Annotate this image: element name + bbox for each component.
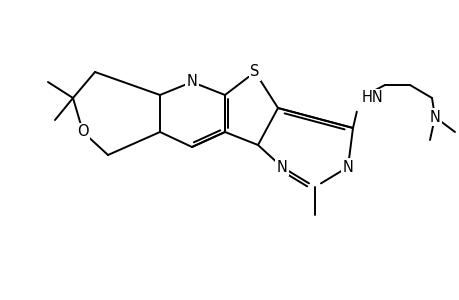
Text: N: N [276,160,287,175]
Text: HN: HN [361,91,383,106]
Text: N: N [429,110,439,124]
Text: O: O [77,124,89,140]
Text: S: S [250,64,259,80]
Text: N: N [186,74,197,89]
Text: N: N [342,160,353,175]
